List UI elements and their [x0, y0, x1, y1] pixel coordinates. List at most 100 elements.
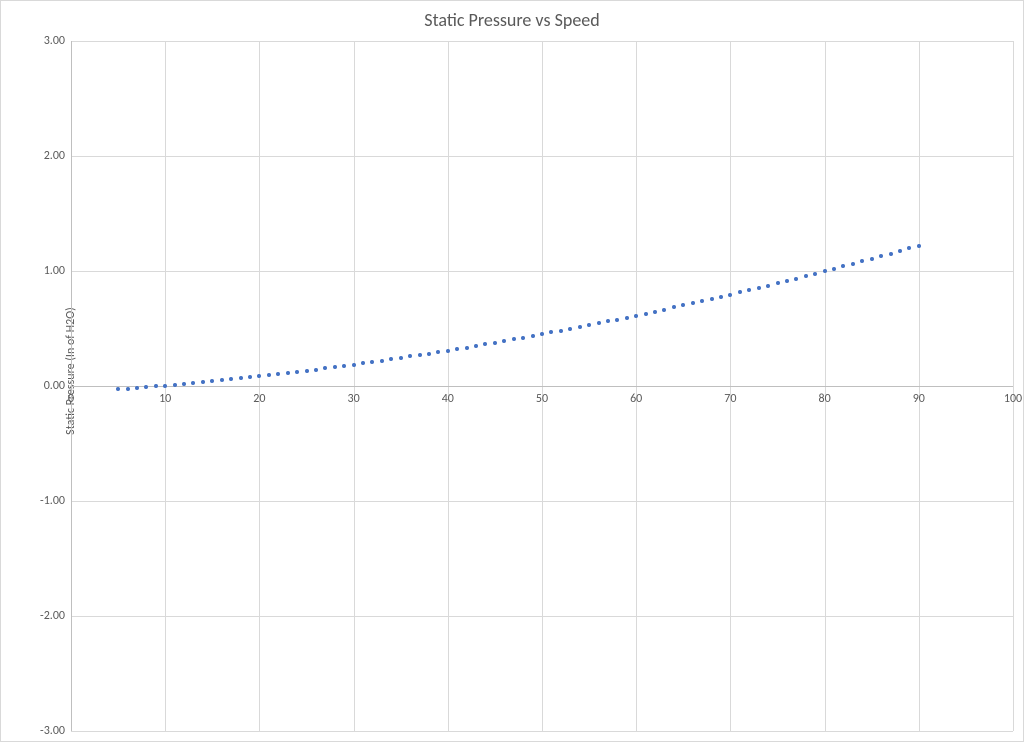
gridline-horizontal: [71, 731, 1013, 732]
x-tick-label: 0: [68, 392, 74, 406]
data-marker: [144, 385, 148, 389]
data-marker: [634, 314, 638, 318]
data-marker: [126, 387, 130, 391]
y-tick-label: 2.00: [29, 149, 65, 163]
data-marker: [210, 379, 214, 383]
gridline-horizontal: [71, 271, 1013, 272]
data-marker: [804, 274, 808, 278]
data-marker: [531, 334, 535, 338]
y-tick-label: -2.00: [29, 609, 65, 623]
gridline-horizontal: [71, 616, 1013, 617]
data-marker: [361, 361, 365, 365]
data-marker: [917, 244, 921, 248]
y-tick-label: 1.00: [29, 264, 65, 278]
data-marker: [606, 319, 610, 323]
data-marker: [728, 293, 732, 297]
chart-title: Static Pressure vs Speed: [1, 9, 1023, 31]
x-tick-label: 70: [724, 392, 736, 406]
data-marker: [813, 272, 817, 276]
data-marker: [474, 344, 478, 348]
data-marker: [907, 246, 911, 250]
data-marker: [323, 366, 327, 370]
data-marker: [540, 332, 544, 336]
data-marker: [879, 254, 883, 258]
data-marker: [267, 373, 271, 377]
data-marker: [436, 350, 440, 354]
data-marker: [521, 336, 525, 340]
data-marker: [568, 327, 572, 331]
data-marker: [615, 318, 619, 322]
data-marker: [870, 257, 874, 261]
data-marker: [889, 252, 893, 256]
data-marker: [691, 301, 695, 305]
data-marker: [116, 387, 120, 391]
x-tick-label: 60: [630, 392, 642, 406]
data-marker: [700, 299, 704, 303]
data-marker: [823, 269, 827, 273]
data-marker: [305, 369, 309, 373]
data-marker: [898, 249, 902, 253]
x-tick-label: 90: [913, 392, 925, 406]
y-tick-label: -3.00: [29, 724, 65, 738]
data-marker: [163, 384, 167, 388]
data-marker: [757, 286, 761, 290]
data-marker: [455, 347, 459, 351]
data-marker: [644, 312, 648, 316]
data-marker: [239, 376, 243, 380]
data-marker: [851, 262, 855, 266]
data-marker: [719, 295, 723, 299]
x-tick-label: 80: [819, 392, 831, 406]
data-marker: [248, 375, 252, 379]
x-tick-label: 100: [1004, 392, 1022, 406]
data-marker: [747, 288, 751, 292]
data-marker: [625, 316, 629, 320]
y-tick-label: 0.00: [29, 379, 65, 393]
data-marker: [502, 339, 506, 343]
data-marker: [776, 281, 780, 285]
data-marker: [738, 290, 742, 294]
data-marker: [191, 381, 195, 385]
x-tick-label: 20: [253, 392, 265, 406]
data-marker: [653, 310, 657, 314]
data-marker: [201, 380, 205, 384]
data-marker: [549, 330, 553, 334]
x-axis-line: [71, 386, 1013, 387]
data-marker: [173, 383, 177, 387]
data-marker: [483, 342, 487, 346]
plot-area: 0102030405060708090100-3.00-2.00-1.000.0…: [71, 41, 1013, 731]
gridline-horizontal: [71, 41, 1013, 42]
data-marker: [333, 365, 337, 369]
data-marker: [314, 368, 318, 372]
gridline-horizontal: [71, 501, 1013, 502]
data-marker: [860, 259, 864, 263]
x-tick-label: 10: [159, 392, 171, 406]
data-marker: [229, 377, 233, 381]
data-marker: [257, 374, 261, 378]
x-tick-label: 40: [442, 392, 454, 406]
gridline-vertical: [1013, 41, 1014, 731]
y-tick-label: 3.00: [29, 34, 65, 48]
data-marker: [380, 359, 384, 363]
data-marker: [681, 303, 685, 307]
data-marker: [342, 364, 346, 368]
data-marker: [493, 341, 497, 345]
data-marker: [672, 305, 676, 309]
data-marker: [399, 356, 403, 360]
data-marker: [276, 372, 280, 376]
data-marker: [286, 371, 290, 375]
y-tick-label: -1.00: [29, 494, 65, 508]
data-marker: [710, 297, 714, 301]
data-marker: [794, 277, 798, 281]
data-marker: [841, 264, 845, 268]
data-marker: [662, 308, 666, 312]
data-marker: [135, 386, 139, 390]
data-marker: [154, 384, 158, 388]
data-marker: [559, 329, 563, 333]
data-marker: [427, 352, 431, 356]
data-marker: [182, 382, 186, 386]
data-marker: [418, 353, 422, 357]
x-tick-label: 50: [536, 392, 548, 406]
data-marker: [465, 346, 469, 350]
chart-container: Static Pressure vs Speed Static Pressure…: [0, 0, 1024, 742]
data-marker: [446, 349, 450, 353]
